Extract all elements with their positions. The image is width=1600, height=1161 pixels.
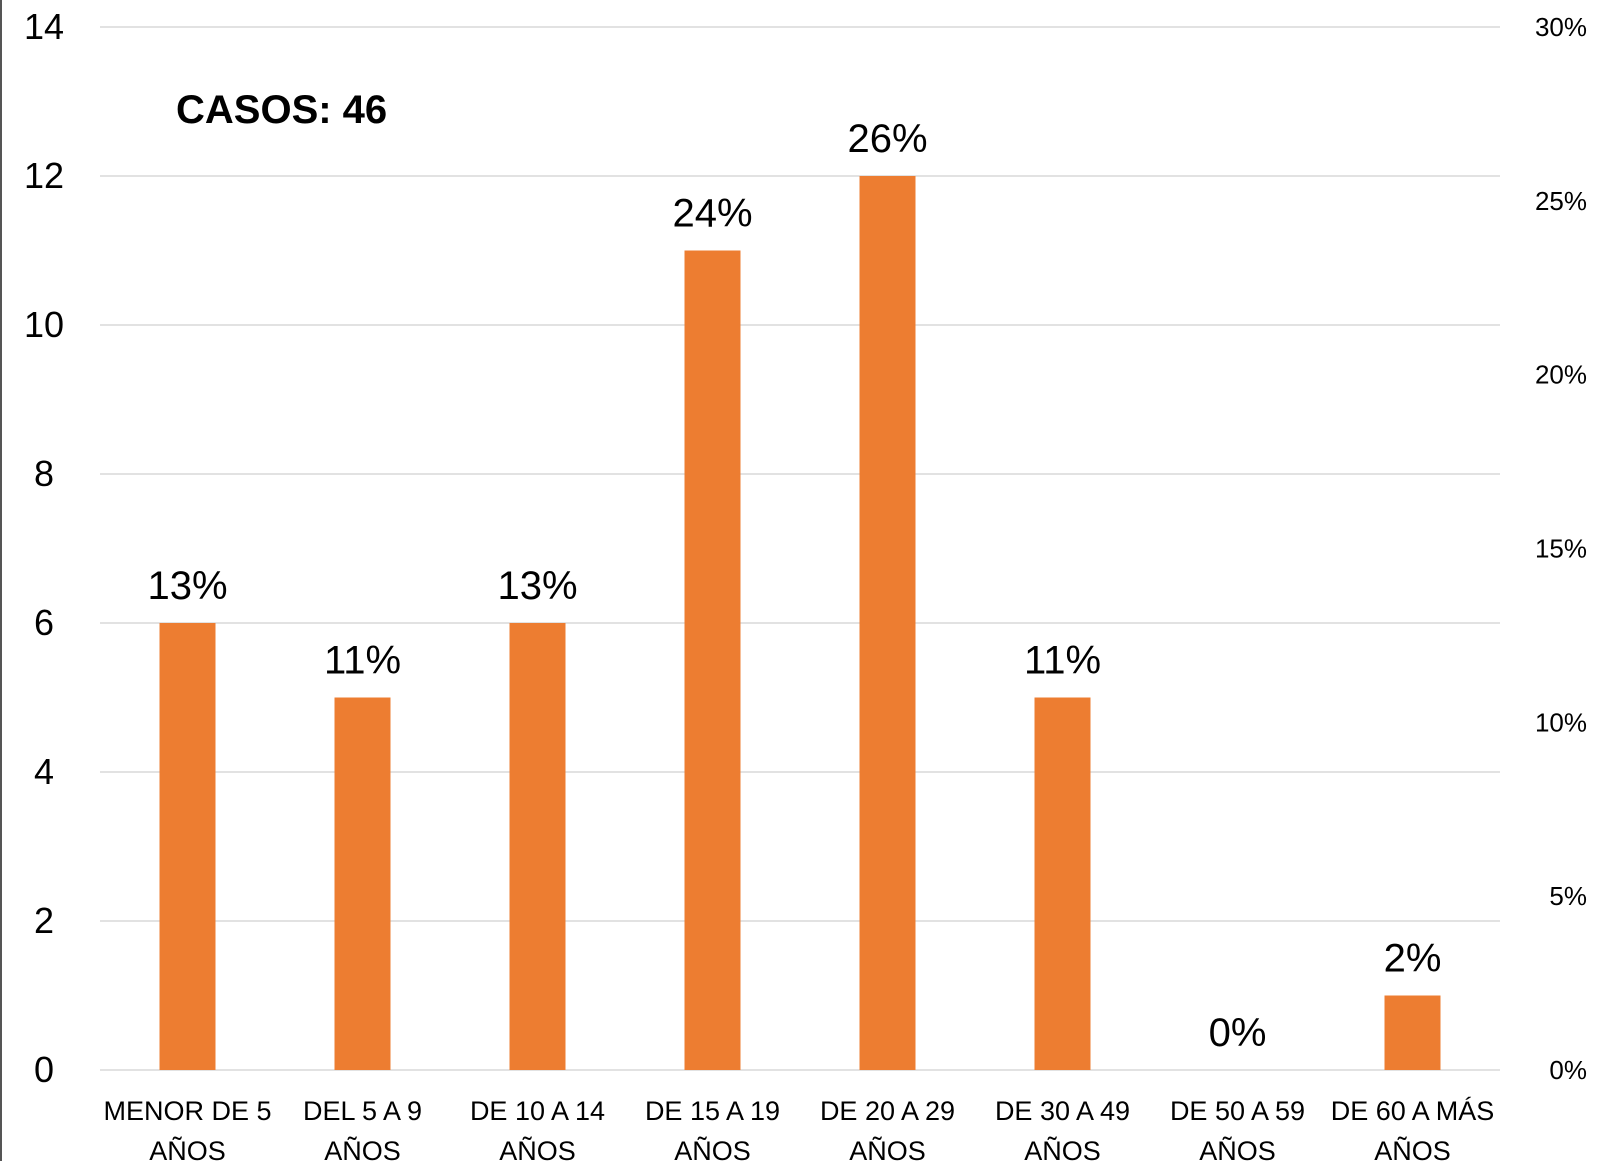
data-label: 0% [1209,1011,1267,1055]
x-axis-tick-label: AÑOS [324,1135,401,1161]
data-label: 11% [1024,639,1101,683]
x-axis-tick-label: AÑOS [1024,1135,1101,1161]
bar [859,176,916,1070]
x-axis-tick-label: MENOR DE 5 [103,1096,271,1126]
data-label: 13% [497,564,577,608]
y2-axis-tick-label: 25% [1535,186,1587,216]
x-axis-tick-label: AÑOS [674,1135,751,1161]
y2-axis-tick-label: 0% [1549,1055,1587,1085]
bar [684,250,741,1070]
x-axis-tick-label: DE 60 A MÁS [1331,1096,1495,1126]
x-axis-tick-label: AÑOS [1199,1135,1276,1161]
x-axis-tick-label: AÑOS [499,1135,576,1161]
y2-axis-tick-label: 15% [1535,534,1587,564]
left-border [0,0,2,1161]
data-label: 11% [324,639,401,683]
bar [159,623,216,1070]
data-label: 2% [1384,937,1442,981]
x-axis-tick-label: AÑOS [849,1135,926,1161]
y-axis-tick-label: 2 [34,900,54,941]
y-axis-tick-label: 0 [34,1049,54,1090]
x-axis-tick-label: DE 10 A 14 [470,1096,605,1126]
data-label: 26% [847,117,927,161]
y-axis-tick-label: 4 [34,751,54,792]
y-axis-tick-label: 12 [24,155,64,196]
bar [334,697,391,1070]
y-axis-tick-label: 14 [24,6,64,47]
y2-axis-tick-label: 5% [1549,881,1587,911]
y2-axis-tick-label: 20% [1535,360,1587,390]
data-label: 24% [672,192,752,236]
bar [1034,697,1091,1070]
x-axis-tick-label: AÑOS [149,1135,226,1161]
x-axis-tick-label: DE 30 A 49 [995,1096,1130,1126]
x-axis-tick-label: AÑOS [1374,1135,1451,1161]
bar [1384,995,1441,1070]
y-axis-tick-label: 8 [34,453,54,494]
y-axis-tick-label: 10 [24,304,64,345]
y2-axis-tick-label: 30% [1535,12,1587,42]
x-axis-tick-label: DE 50 A 59 [1170,1096,1305,1126]
cases-count-label: CASOS: 46 [176,88,388,132]
y-axis-tick-label: 6 [34,602,54,643]
x-axis-tick-label: DE 20 A 29 [820,1096,955,1126]
x-axis-tick-label: DEL 5 A 9 [303,1096,422,1126]
bar [509,623,566,1070]
y2-axis-tick-label: 10% [1535,707,1587,737]
x-axis-tick-label: DE 15 A 19 [645,1096,780,1126]
data-label: 13% [147,564,227,608]
